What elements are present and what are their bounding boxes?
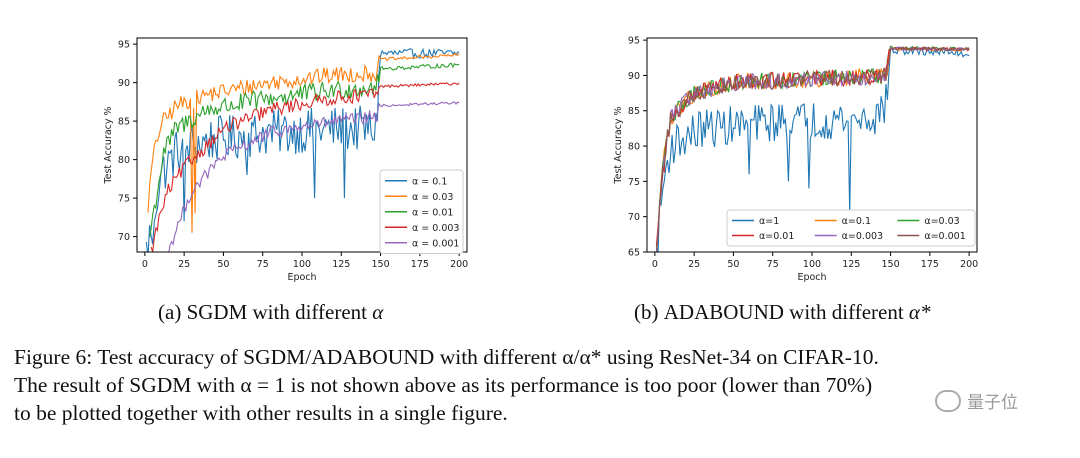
x-tick-label: 150	[882, 259, 900, 270]
series-group	[655, 45, 970, 252]
watermark-text: 量子位	[967, 393, 1018, 413]
legend: α = 0.1 α = 0.03 α = 0.01 α = 0.003 α = 0.00…	[379, 169, 464, 254]
y-tick-label: 65	[628, 248, 640, 259]
legend-label: α=0.1	[842, 216, 871, 227]
legend-label: α = 0.001	[412, 238, 459, 249]
y-tick-label: 90	[118, 78, 130, 89]
x-tick-label: 150	[372, 259, 390, 270]
series-line-4	[168, 101, 460, 252]
y-tick-label: 75	[118, 194, 130, 205]
series-line-3	[150, 82, 460, 252]
chart-a-sgdm: 0 25 50 75 100 125 150 175 200 70 75 80 85 90 95 Epoch T…	[103, 37, 468, 283]
x-tick-label: 175	[411, 259, 429, 270]
y-tick-label: 85	[628, 106, 640, 117]
legend-label: α=0.003	[842, 231, 883, 242]
legend-label: α=0.001	[924, 231, 965, 242]
x-tick-label: 125	[332, 259, 350, 270]
x-tick-label: 200	[960, 259, 978, 270]
x-tick-label: 100	[803, 259, 821, 270]
chart-b-adabound: 0 25 50 75 100 125 150 175 200 65 70 75 80 85 90 95 Epoc…	[613, 36, 978, 283]
y-tick-label: 95	[118, 40, 130, 51]
y-tick-label: 80	[118, 155, 130, 166]
legend-label: α = 0.03	[412, 192, 453, 203]
x-tick-label: 0	[652, 259, 658, 270]
x-tick-label: 25	[178, 259, 190, 270]
series-line-1	[147, 52, 460, 233]
series-line-2	[149, 62, 460, 238]
x-tick-label: 125	[842, 259, 860, 270]
x-tick-label: 75	[767, 259, 779, 270]
x-tick-label: 0	[142, 259, 148, 270]
y-tick-label: 85	[118, 117, 130, 128]
legend-label: α = 0.1	[412, 176, 447, 187]
y-axis-label: Test Accuracy %	[613, 106, 624, 184]
series-group	[145, 47, 460, 252]
legend-label: α=1	[759, 216, 779, 227]
series-line-0	[145, 47, 460, 252]
legend-label: α = 0.01	[412, 207, 453, 218]
y-tick-label: 70	[628, 212, 640, 223]
y-tick-label: 80	[628, 142, 640, 153]
legend-box	[379, 169, 464, 254]
x-axis-label: Epoch	[797, 272, 826, 283]
watermark: 量子位	[935, 388, 1018, 413]
x-tick-label: 25	[688, 259, 700, 270]
y-tick-label: 95	[628, 36, 640, 47]
y-tick-label: 90	[628, 71, 640, 82]
wechat-icon	[935, 389, 961, 412]
figure-caption: Figure 6: Test accuracy of SGDM/ADABOUND…	[14, 345, 879, 425]
series-line-4	[656, 46, 970, 252]
y-axis-label: Test Accuracy %	[103, 106, 114, 184]
subcaption-a: (a) SGDM with different α	[158, 300, 384, 324]
x-tick-label: 175	[921, 259, 939, 270]
legend-label: α = 0.003	[412, 223, 459, 234]
x-tick-label: 50	[727, 259, 739, 270]
x-tick-label: 100	[293, 259, 311, 270]
y-tick-label: 70	[118, 232, 130, 243]
x-tick-label: 75	[257, 259, 269, 270]
x-tick-label: 50	[217, 259, 229, 270]
subcaption-b: (b) ADABOUND with different α*	[634, 300, 931, 324]
series-line-5	[655, 46, 970, 251]
legend-box	[726, 209, 976, 247]
x-tick-label: 200	[450, 259, 468, 270]
y-tick-label: 75	[628, 177, 640, 188]
x-axis-label: Epoch	[287, 272, 316, 283]
legend: α=1 α=0.1 α=0.03 α=0.01 α=0.003 α=0.001	[726, 209, 976, 247]
legend-label: α=0.01	[759, 231, 794, 242]
legend-label: α=0.03	[924, 216, 959, 227]
